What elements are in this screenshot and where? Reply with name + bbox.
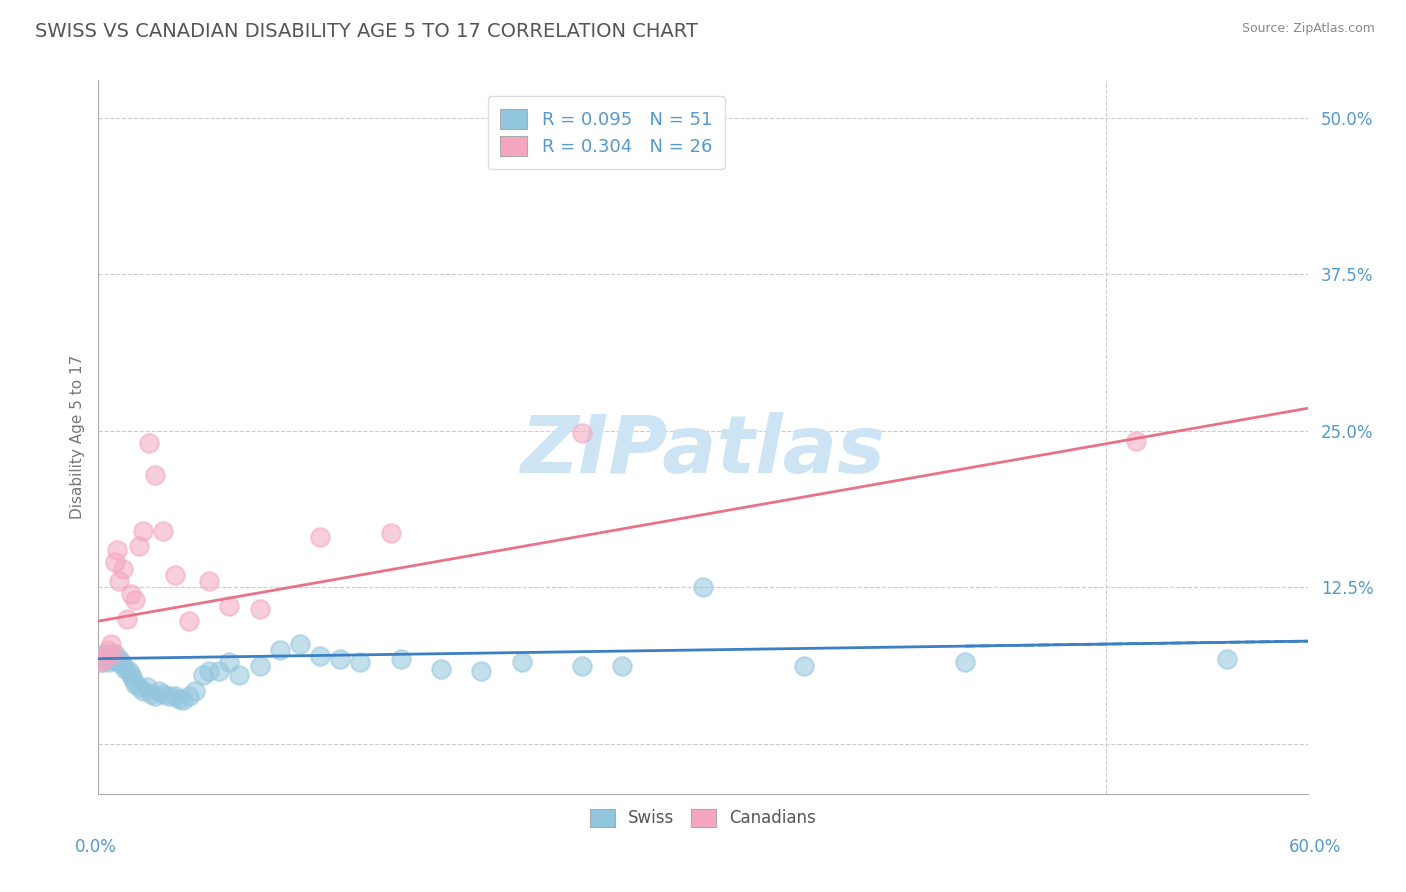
Point xyxy=(152,687,174,701)
Point xyxy=(612,659,634,673)
Point xyxy=(152,524,174,538)
Text: 60.0%: 60.0% xyxy=(1288,838,1341,855)
Y-axis label: Disability Age 5 to 17: Disability Age 5 to 17 xyxy=(69,355,84,519)
Point xyxy=(132,684,155,698)
Point xyxy=(470,664,492,678)
Text: ZIPatlas: ZIPatlas xyxy=(520,412,886,491)
Point xyxy=(105,656,128,670)
Point xyxy=(179,614,201,628)
Point xyxy=(107,651,129,665)
Point xyxy=(198,664,221,678)
Point xyxy=(120,586,142,600)
Point xyxy=(349,656,371,670)
Point xyxy=(111,561,134,575)
Point xyxy=(309,649,332,664)
Point xyxy=(97,656,120,670)
Point xyxy=(118,664,141,678)
Point xyxy=(218,599,240,613)
Text: Source: ZipAtlas.com: Source: ZipAtlas.com xyxy=(1241,22,1375,36)
Point xyxy=(93,651,115,665)
Point xyxy=(138,436,160,450)
Point xyxy=(167,691,190,706)
Point xyxy=(953,656,976,670)
Point xyxy=(430,662,453,676)
Point xyxy=(269,643,291,657)
Point xyxy=(208,664,231,678)
Point xyxy=(143,467,166,482)
Point xyxy=(157,690,180,704)
Point xyxy=(228,668,250,682)
Point xyxy=(329,651,352,665)
Point xyxy=(163,567,186,582)
Point xyxy=(179,690,201,704)
Point xyxy=(172,693,194,707)
Point xyxy=(107,574,129,588)
Point xyxy=(193,668,215,682)
Point xyxy=(100,649,122,664)
Point xyxy=(380,526,402,541)
Point xyxy=(91,656,114,670)
Point xyxy=(198,574,221,588)
Point xyxy=(110,656,132,670)
Point xyxy=(100,637,122,651)
Point xyxy=(692,580,714,594)
Point xyxy=(389,651,412,665)
Point xyxy=(128,539,150,553)
Point xyxy=(143,690,166,704)
Point xyxy=(128,681,150,695)
Point xyxy=(793,659,815,673)
Point xyxy=(1125,434,1147,448)
Point xyxy=(120,668,142,682)
Point xyxy=(571,426,593,441)
Point xyxy=(571,659,593,673)
Point xyxy=(93,651,115,665)
Point xyxy=(163,690,186,704)
Point xyxy=(111,657,134,672)
Point xyxy=(249,601,271,615)
Point xyxy=(96,647,118,661)
Point xyxy=(139,687,162,701)
Point xyxy=(1216,651,1239,665)
Legend: Swiss, Canadians: Swiss, Canadians xyxy=(578,797,828,839)
Point xyxy=(218,656,240,670)
Point xyxy=(103,647,125,661)
Point xyxy=(89,649,111,664)
Point xyxy=(288,637,311,651)
Point xyxy=(89,656,111,670)
Point xyxy=(132,524,155,538)
Point xyxy=(148,684,170,698)
Point xyxy=(135,681,157,695)
Point xyxy=(105,542,128,557)
Point xyxy=(309,530,332,544)
Point xyxy=(184,684,207,698)
Point xyxy=(249,659,271,673)
Text: SWISS VS CANADIAN DISABILITY AGE 5 TO 17 CORRELATION CHART: SWISS VS CANADIAN DISABILITY AGE 5 TO 17… xyxy=(35,22,697,41)
Point xyxy=(103,555,125,569)
Point xyxy=(510,656,533,670)
Point xyxy=(101,651,124,665)
Point xyxy=(121,672,143,686)
Point xyxy=(124,676,146,690)
Text: 0.0%: 0.0% xyxy=(75,838,117,855)
Point xyxy=(101,647,124,661)
Point xyxy=(115,612,138,626)
Point xyxy=(97,643,120,657)
Point xyxy=(114,662,136,676)
Point xyxy=(124,592,146,607)
